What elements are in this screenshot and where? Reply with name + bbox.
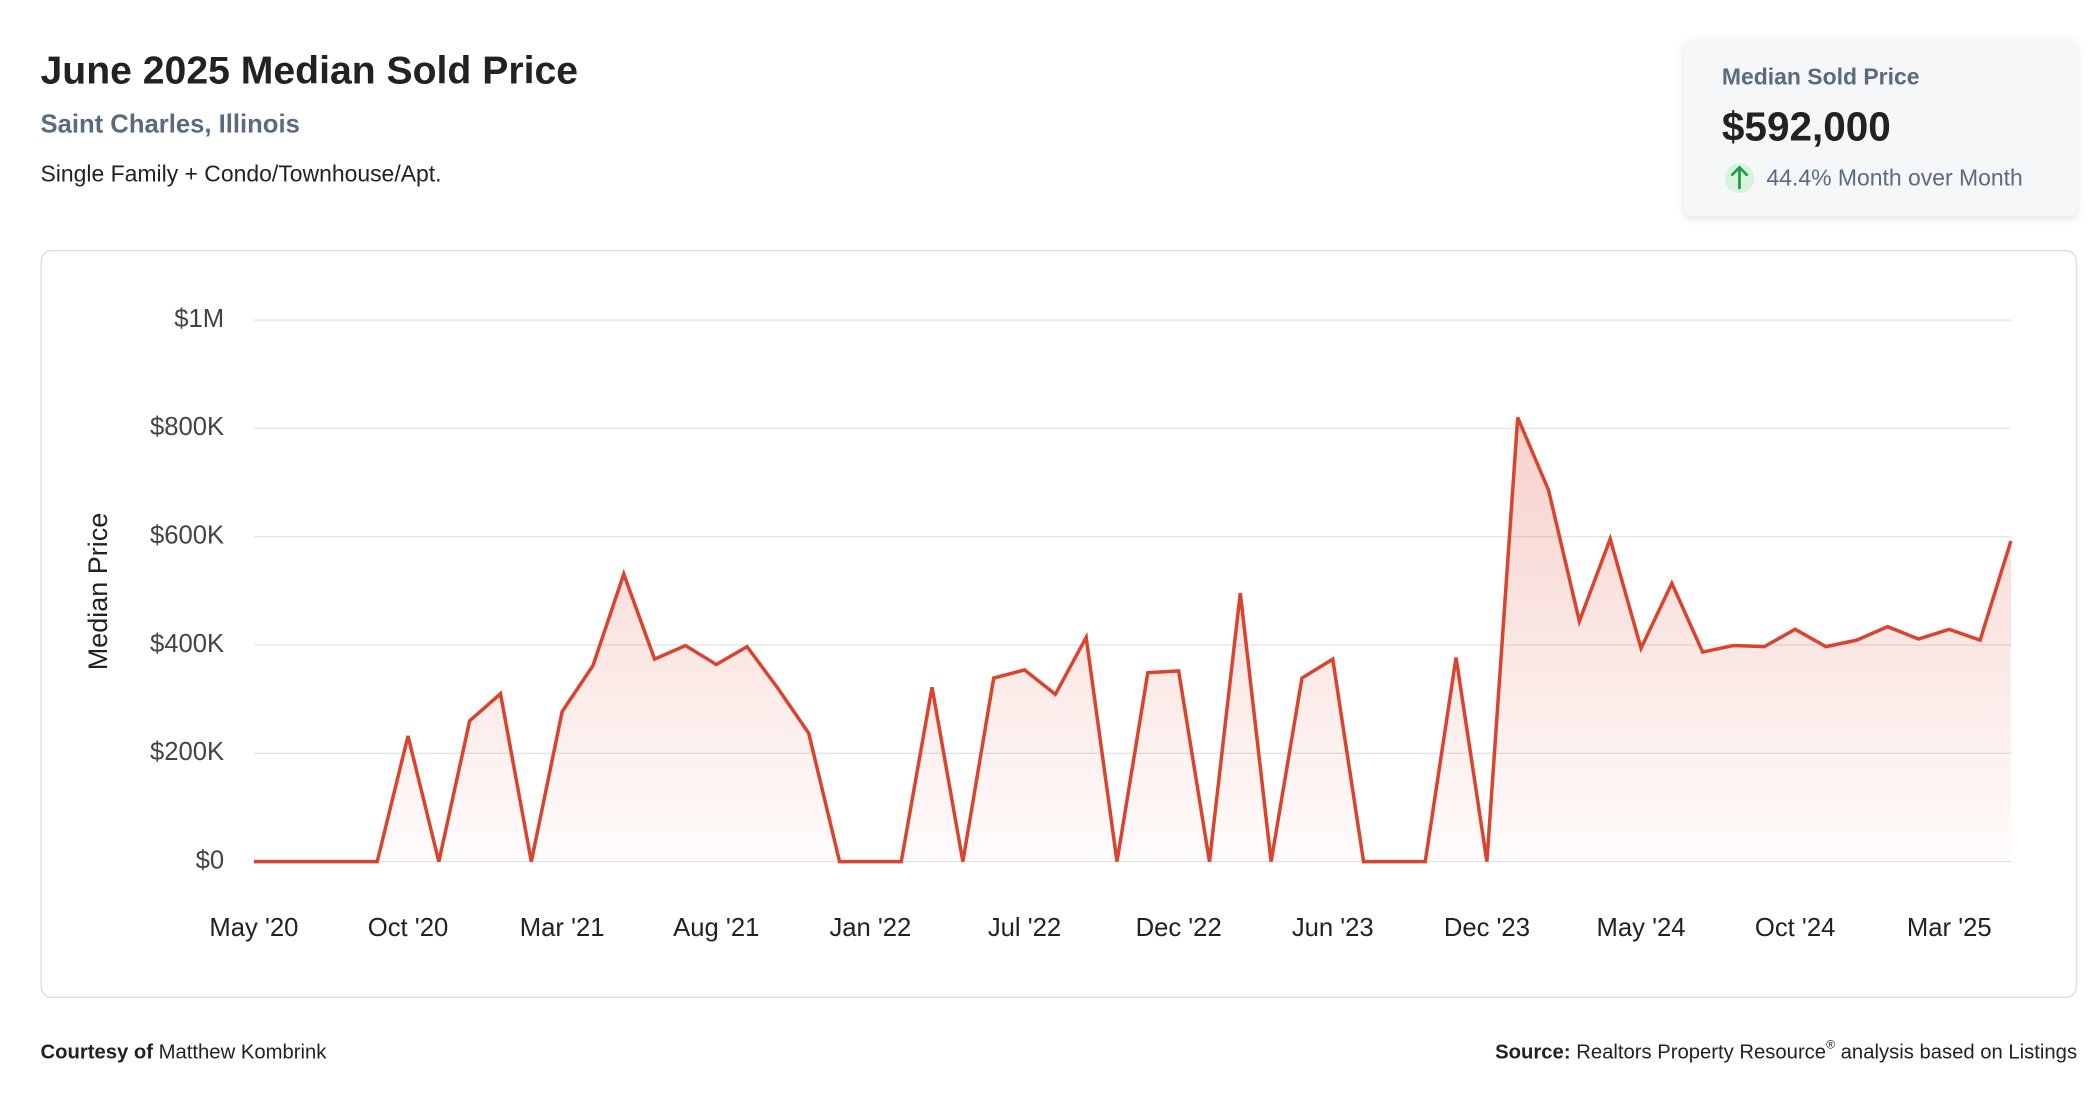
source-text: Realtors Property Resource xyxy=(1576,1042,1826,1064)
title: June 2025 Median Sold Price xyxy=(41,49,579,92)
source-mark: ® xyxy=(1826,1038,1835,1052)
y-tick-label: $0 xyxy=(196,846,225,874)
y-axis-label: Median Price xyxy=(83,513,113,671)
y-tick-label: $800K xyxy=(150,413,224,441)
x-tick-label: May '20 xyxy=(209,914,298,942)
chart-frame xyxy=(40,249,2078,999)
y-tick-label: $600K xyxy=(150,521,224,549)
courtesy: Courtesy of Matthew Kombrink xyxy=(41,1042,328,1064)
x-tick-label: May '24 xyxy=(1597,914,1686,942)
x-tick-label: Mar '25 xyxy=(1907,914,1992,942)
x-tick-label: Jan '22 xyxy=(829,914,911,942)
subtitle: Saint Charles, Illinois xyxy=(41,110,300,138)
description: Single Family + Condo/Townhouse/Apt. xyxy=(41,161,442,187)
area xyxy=(253,417,2011,862)
x-tick-label: Oct '20 xyxy=(368,914,448,942)
card-change: 44.4% Month over Month xyxy=(1766,165,2022,191)
x-tick-label: Oct '24 xyxy=(1755,914,1835,942)
x-tick-label: Jul '22 xyxy=(988,914,1061,942)
plot: $0 $200K $400K $600K $800K $1M May '20 Oct '20 M… xyxy=(150,305,2013,942)
line xyxy=(253,416,2013,864)
y-tick-label: $200K xyxy=(150,738,224,766)
y-tick-label: $1M xyxy=(174,305,224,333)
source: Source: Realtors Property Resource® anal… xyxy=(1495,1034,2077,1064)
x-tick-label: Jun '23 xyxy=(1292,914,1374,942)
summary-card xyxy=(1684,39,2078,217)
card-label: Median Sold Price xyxy=(1722,63,1920,89)
courtesy-name: Matthew Kombrink xyxy=(159,1042,328,1064)
x-tick-label: Aug '21 xyxy=(673,914,759,942)
source-label: Source: xyxy=(1495,1042,1570,1064)
y-tick-label: $400K xyxy=(150,630,224,658)
x-tick-label: Dec '22 xyxy=(1136,914,1222,942)
x-tick-label: Mar '21 xyxy=(520,914,605,942)
source-tail: analysis based on Listings xyxy=(1841,1042,2077,1064)
up-arrow xyxy=(1730,165,1749,190)
x-tick-label: Dec '23 xyxy=(1444,914,1530,942)
courtesy-label: Courtesy of xyxy=(41,1042,154,1064)
card-value: $592,000 xyxy=(1722,103,1891,149)
